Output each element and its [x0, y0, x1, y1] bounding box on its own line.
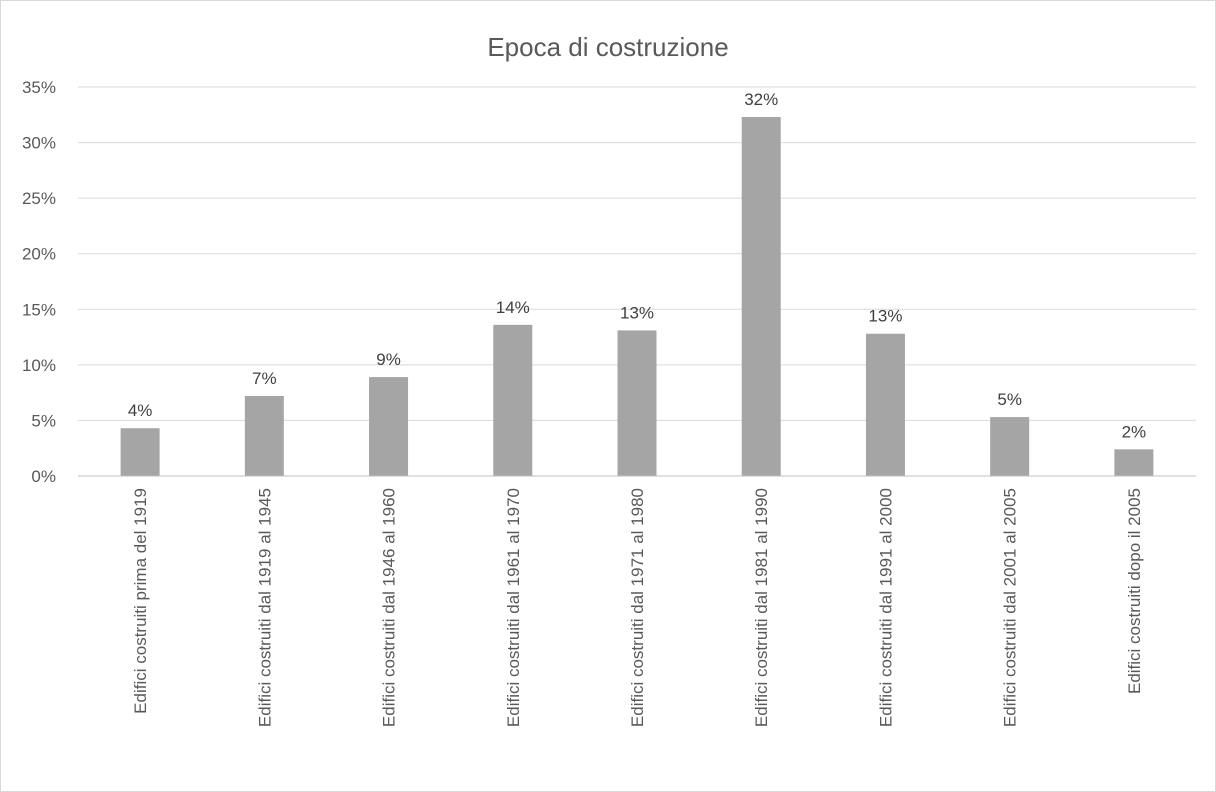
category-label: Edifici costruiti dal 1981 al 1990	[752, 488, 771, 727]
y-tick-label: 15%	[22, 300, 56, 319]
data-label: 7%	[252, 369, 277, 388]
bar	[865, 333, 905, 476]
bar	[990, 417, 1030, 476]
data-label: 5%	[997, 390, 1022, 409]
data-label: 13%	[620, 303, 654, 322]
bars	[120, 117, 1154, 476]
category-label: Edifici costruiti dal 1961 al 1970	[504, 488, 523, 727]
data-label: 2%	[1122, 422, 1147, 441]
y-tick-label: 5%	[31, 411, 56, 430]
bar	[369, 377, 409, 476]
bar	[120, 428, 160, 476]
y-tick-label: 20%	[22, 245, 56, 264]
data-label: 4%	[128, 401, 153, 420]
data-label: 14%	[496, 298, 530, 317]
y-tick-label: 30%	[22, 134, 56, 153]
category-label: Edifici costruiti dopo il 2005	[1125, 488, 1144, 694]
category-label: Edifici costruiti dal 1971 al 1980	[628, 488, 647, 727]
chart-title: Epoca di costruzione	[487, 32, 728, 62]
data-label: 9%	[376, 350, 401, 369]
category-label: Edifici costruiti dal 2001 al 2005	[1001, 488, 1020, 727]
bar	[741, 117, 781, 476]
bar	[493, 324, 533, 476]
bar	[617, 330, 657, 476]
data-label: 13%	[868, 307, 902, 326]
data-labels: 4% 7% 9% 14% 13% 32% 13% 5% 2%	[128, 90, 1146, 441]
y-tick-label: 10%	[22, 356, 56, 375]
category-label: Edifici costruiti dal 1991 al 2000	[876, 488, 895, 727]
category-label: Edifici costruiti prima del 1919	[131, 488, 150, 714]
y-axis-tick-labels: 0% 5% 10% 15% 20% 25% 30% 35%	[22, 78, 56, 486]
bar	[1114, 449, 1154, 476]
bar	[244, 395, 284, 476]
category-label: Edifici costruiti dal 1946 al 1960	[380, 488, 399, 727]
y-tick-label: 0%	[31, 467, 56, 486]
category-labels: Edifici costruiti prima del 1919 Edifici …	[131, 488, 1144, 727]
data-label: 32%	[744, 90, 778, 109]
y-tick-label: 35%	[22, 78, 56, 97]
category-label: Edifici costruiti dal 1919 al 1945	[255, 488, 274, 727]
y-tick-label: 25%	[22, 189, 56, 208]
